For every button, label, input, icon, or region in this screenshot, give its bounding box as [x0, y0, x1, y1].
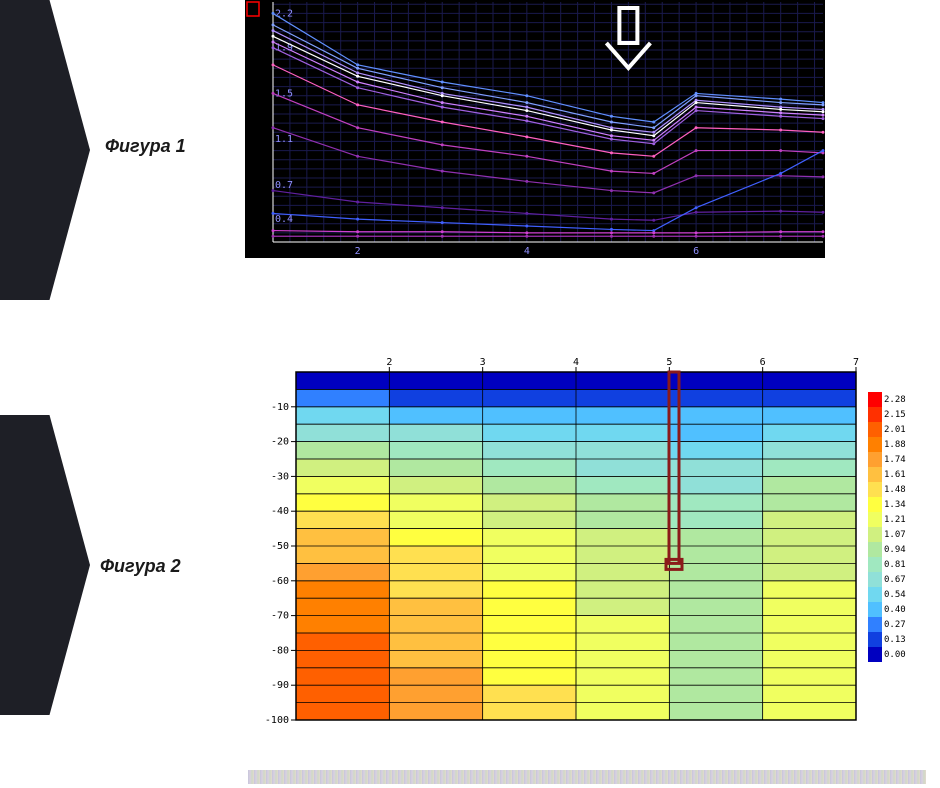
noise-strip: [248, 770, 926, 784]
svg-text:6: 6: [693, 246, 699, 257]
legend-entry: 0.67: [868, 572, 906, 587]
legend-value: 1.88: [884, 440, 906, 450]
figure2-colorscale-legend: 2.28 2.15 2.01 1.88 1.74 1.61 1.48 1.34 1.21 1.07…: [868, 392, 906, 662]
legend-value: 0.94: [884, 545, 906, 555]
svg-text:-80: -80: [271, 645, 289, 656]
legend-value: 1.07: [884, 530, 906, 540]
svg-text:6: 6: [760, 358, 766, 368]
svg-text:-40: -40: [271, 506, 289, 517]
svg-text:-30: -30: [271, 471, 289, 482]
svg-text:1.1: 1.1: [275, 134, 293, 145]
figure2-heatmap-chart: 2 3 4 5 6 7 -10 -20 -30 -40 -50 -60 -70 -80 -90 -100: [260, 358, 888, 728]
legend-value: 1.61: [884, 470, 906, 480]
svg-text:-100: -100: [265, 715, 289, 726]
legend-entry: 2.28: [868, 392, 906, 407]
legend-value: 2.01: [884, 425, 906, 435]
svg-text:-20: -20: [271, 437, 289, 448]
svg-text:7: 7: [853, 358, 859, 368]
figure2-label: Фигура 2: [100, 556, 181, 577]
legend-entry: 1.88: [868, 437, 906, 452]
legend-entry: 0.13: [868, 632, 906, 647]
svg-text:0.7: 0.7: [275, 180, 293, 191]
legend-value: 0.00: [884, 650, 906, 660]
legend-entry: 0.94: [868, 542, 906, 557]
svg-text:-50: -50: [271, 541, 289, 552]
legend-entry: 0.27: [868, 617, 906, 632]
legend-entry: 0.81: [868, 557, 906, 572]
legend-value: 0.27: [884, 620, 906, 630]
legend-value: 0.40: [884, 605, 906, 615]
svg-text:4: 4: [573, 358, 579, 368]
legend-entry: 1.34: [868, 497, 906, 512]
svg-text:5: 5: [666, 358, 672, 368]
legend-value: 0.81: [884, 560, 906, 570]
figure2-arrow-pointer: [0, 415, 90, 720]
legend-value: 2.15: [884, 410, 906, 420]
svg-text:2: 2: [386, 358, 392, 368]
legend-value: 1.48: [884, 485, 906, 495]
legend-entry: 2.01: [868, 422, 906, 437]
legend-value: 1.74: [884, 455, 906, 465]
legend-entry: 1.48: [868, 482, 906, 497]
legend-entry: 1.74: [868, 452, 906, 467]
figure1-arrow-pointer: [0, 0, 90, 305]
figure1-label: Фигура 1: [105, 136, 186, 157]
svg-text:2.2: 2.2: [275, 8, 293, 19]
legend-value: 0.67: [884, 575, 906, 585]
figure1-line-chart: 0.40.71.11.51.92.2246: [245, 0, 825, 258]
legend-entry: 1.07: [868, 527, 906, 542]
legend-value: 0.54: [884, 590, 906, 600]
legend-entry: 0.00: [868, 647, 906, 662]
legend-value: 2.28: [884, 395, 906, 405]
legend-entry: 1.61: [868, 467, 906, 482]
svg-text:0.4: 0.4: [275, 214, 293, 225]
legend-entry: 2.15: [868, 407, 906, 422]
svg-text:4: 4: [524, 246, 530, 257]
legend-entry: 1.21: [868, 512, 906, 527]
legend-value: 1.21: [884, 515, 906, 525]
legend-value: 1.34: [884, 500, 906, 510]
legend-entry: 0.54: [868, 587, 906, 602]
svg-text:-10: -10: [271, 402, 289, 413]
legend-value: 0.13: [884, 635, 906, 645]
svg-text:2: 2: [355, 246, 361, 257]
svg-text:3: 3: [480, 358, 486, 368]
svg-text:-60: -60: [271, 576, 289, 587]
svg-text:-90: -90: [271, 680, 289, 691]
svg-text:-70: -70: [271, 611, 289, 622]
legend-entry: 0.40: [868, 602, 906, 617]
